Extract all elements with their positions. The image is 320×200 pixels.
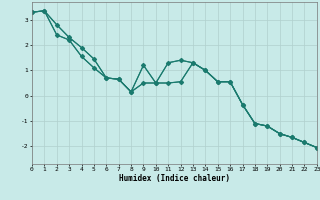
X-axis label: Humidex (Indice chaleur): Humidex (Indice chaleur) <box>119 174 230 183</box>
